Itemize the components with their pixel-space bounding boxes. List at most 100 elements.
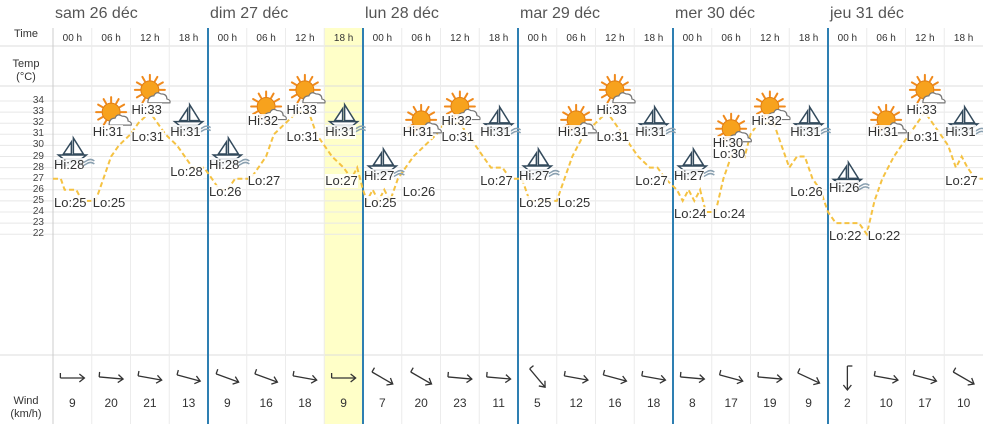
hi-lo-label: Lo:31 [286,128,320,144]
temp-tick-label: 29 [32,150,44,162]
hour-label: 12 h [140,33,160,44]
wind-speed: 18 [298,396,312,410]
wind-speed: 10 [956,396,971,410]
hi-lo-label: Hi:28 [209,157,240,173]
temp-tick-label: 34 [32,95,44,106]
hi-lo-label: Hi:32 [751,112,782,128]
wind-arrow-icon [59,373,86,383]
wind-arrow-icon [602,369,628,385]
temp-tick-label: 25 [32,194,44,206]
hour-label: 18 h [488,33,509,44]
hi-lo-label: Hi:33 [131,101,162,117]
hi-lo-label: Lo:22 [867,228,901,244]
wind-arrow-icon [371,367,394,386]
wind-axis-label: Wind [13,395,39,407]
hour-label: 06 h [411,33,431,44]
hour-label: 18 h [333,33,354,44]
hour-label: 00 h [217,33,238,44]
hi-lo-label: Lo:31 [906,128,940,144]
temp-tick-label: 28 [32,161,44,173]
hi-lo-label: Hi:31 [92,124,124,140]
hi-lo-label: Lo:27 [635,172,668,188]
hi-lo-label: Lo:27 [325,172,358,188]
hi-lo-label: Hi:30 [712,135,744,151]
hour-label: 18 h [798,33,819,44]
temp-tick-label: 27 [32,172,44,184]
sun-cloud-icon [133,73,171,106]
wind-speed: 9 [69,396,76,410]
wind-arrow-icon [98,371,125,384]
wind-speed: 18 [646,396,661,410]
wind-arrow-icon [330,373,357,383]
hi-lo-label: Lo:24 [712,206,746,222]
sun-cloud-icon [715,112,752,145]
hour-label: 12 h [915,33,935,44]
hour-label: 06 h [876,33,896,44]
wind-speed: 7 [379,396,386,410]
hour-label: 18 h [953,33,974,44]
hi-lo-label: Lo:24 [674,206,707,222]
wind-speed: 5 [534,396,541,410]
temp-tick-label: 24 [32,206,44,217]
hour-label: 12 h [450,33,470,44]
hi-lo-label: Lo:25 [557,195,591,211]
wind-arrow-icon [679,371,706,384]
hi-lo-label: Hi:27 [674,168,705,184]
day-label: dim 27 déc [210,5,289,22]
sun-cloud-icon [908,73,946,106]
wind-speed: 9 [805,396,812,410]
hour-label: 00 h [372,33,393,44]
hi-lo-label: Lo:31 [131,128,165,144]
time-axis-label: Time [13,28,39,40]
hi-lo-label: Lo:25 [54,195,87,211]
hi-lo-label: Hi:27 [364,168,395,184]
wind-speed: 2 [844,396,851,410]
hi-lo-label: Lo:25 [519,195,552,211]
wind-speed: 16 [259,396,273,410]
temp-axis-label: Temp [12,58,40,70]
hi-lo-label: Lo:30 [712,146,746,162]
hour-label: 12 h [605,33,625,44]
temp-tick-label: 22 [32,228,44,240]
wind-arrow-icon [641,370,667,384]
wind-speed: 9 [340,396,347,410]
wind-arrow-icon [842,365,853,392]
day-label: lun 28 déc [365,5,439,22]
wind-arrow-icon [912,369,938,385]
day-label: mar 29 déc [520,5,601,22]
hour-label: 06 h [721,33,741,44]
hi-lo-label: Hi:31 [557,124,589,140]
wind-speed: 12 [569,396,583,410]
wind-arrow-icon [254,368,279,385]
hi-lo-label: Lo:25 [92,195,126,211]
wind-unit-label: (km/h) [10,408,42,420]
hour-label: 06 h [101,33,121,44]
wind-arrow-icon [718,369,744,385]
hi-lo-label: Lo:22 [829,228,862,244]
hour-label: 06 h [256,33,276,44]
wind-speed: 11 [492,396,505,410]
hour-label: 00 h [527,33,548,44]
temp-tick-label: 23 [32,217,44,229]
wind-arrow-icon [757,371,783,384]
temp-tick-label: 30 [32,139,44,151]
wind-speed: 10 [879,396,893,410]
hi-lo-label: Lo:26 [209,184,242,200]
wind-arrow-icon [410,367,433,386]
hour-label: 18 h [178,33,199,44]
hi-lo-label: Hi:28 [54,157,85,173]
hi-lo-label: Hi:33 [906,101,937,117]
hi-lo-label: Hi:31 [635,124,666,140]
wind-arrow-icon [563,370,589,384]
hi-lo-label: Hi:33 [286,101,317,117]
temp-unit-label: (°C) [16,71,36,83]
hi-lo-label: Hi:31 [867,124,899,140]
wind-arrow-icon [215,368,240,385]
temp-tick-label: 31 [32,128,44,140]
wind-speed: 20 [104,396,118,410]
hi-lo-label: Hi:33 [596,101,627,117]
hour-label: 00 h [837,33,858,44]
hour-label: 00 h [62,33,83,44]
